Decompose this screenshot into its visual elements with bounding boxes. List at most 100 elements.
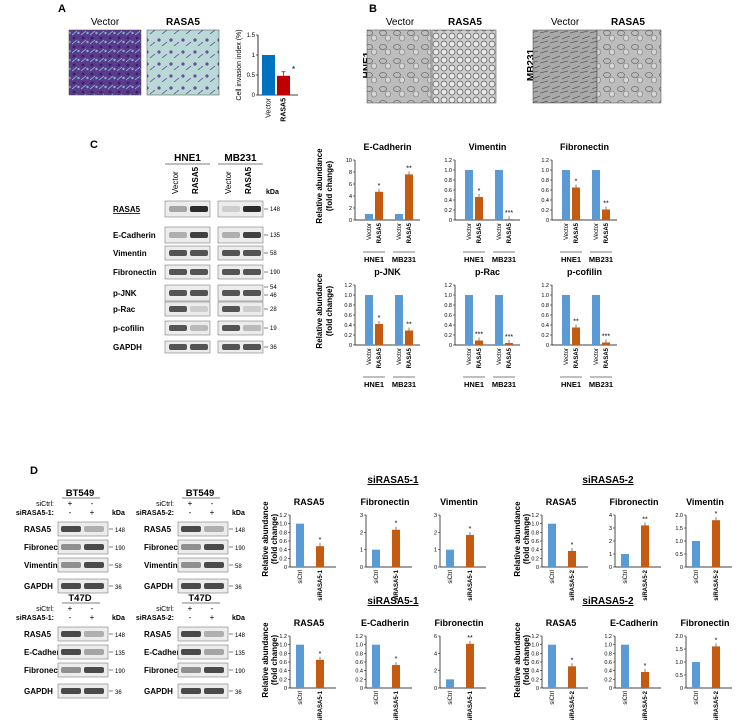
panel-d-blot-kda: 148 [235,528,246,534]
panel-d-bar-sirasa5 [641,525,649,567]
panel-d-bar-label: siCtrl [374,691,380,705]
panel-d-blot-row-label: GAPDH [24,582,53,591]
panel-d-y-tick-label: 1.2 [355,634,363,640]
panel-d-blot-kda: 135 [235,651,246,657]
panel-d-sig: * [571,657,574,664]
panel-c-chart-title: p-Rac [475,267,500,277]
panel-a-x-label: Vector [266,97,273,118]
panel-d-blot-band [181,583,201,589]
panel-c-bar-vector [365,295,373,345]
panel-c-y-tick-label: 1.0 [444,293,452,299]
panel-d-blot-band [84,667,104,673]
panel-c-y-tick-label: 0.4 [541,323,549,329]
panel-d-blot-band [61,544,81,550]
panel-c-sig: * [478,188,481,195]
panel-d-blot-strip [177,539,229,555]
panel-d-y-tick-label: 0.2 [531,677,539,683]
panel-d-y-tick-label: 0.2 [355,677,363,683]
panel-d-chart-title: E-Cadherin [361,618,409,628]
panel-c-bar-label: RASA5 [377,222,383,243]
panel-c-blot-row-label: E-Cadherin [113,231,156,240]
panel-c-blot-band [243,325,261,331]
panel-c-bar-label: Vector [564,223,570,240]
panel-d-group-title: siRASA5-1 [367,475,419,486]
panel-c-bar-rasa5 [505,343,513,345]
panel-d-blot-kda: 36 [115,690,122,696]
panel-c-blot-kda: 190 [270,270,281,276]
panel-c-bar-rasa5 [602,342,610,345]
panel-c-bar-vector [495,170,503,220]
panel-c-y-tick-label: 0.8 [444,178,452,184]
panel-c-y-tick-label: 0 [349,343,352,349]
panel-a-invasion-image-rasa5 [146,29,220,96]
panel-c-bar-vector [592,295,600,345]
panel-c-bar-label: Vector [397,348,403,365]
panel-c-blot-strip [217,245,264,261]
panel-d-y-tick-label: 0 [284,686,287,692]
panel-d-blot-sign: - [91,604,94,613]
panel-d-y-tick-label: 0 [680,565,683,571]
panel-d-y-tick-label: 1 [360,548,363,554]
panel-d-blot-kda: 190 [235,546,246,552]
panel-c-y-tick-label: 0.6 [344,313,352,319]
panel-d-y-tick-label: 0.2 [279,677,287,683]
panel-c-y-tick-label: 0 [349,218,352,224]
panel-d-bar-label: siRASA5-1 [394,690,400,720]
panel-d-blot-band [181,544,201,550]
panel-d-bar-sirasa5 [568,666,576,688]
panel-c-group-label: HNE1 [364,380,384,389]
panel-c-blot-strip [217,200,264,218]
panel-d-y-tick-label: 0.4 [531,548,539,554]
panel-d-y-tick-label: 1.2 [604,634,612,640]
panel-d-blot-strip [57,662,109,678]
panel-d-bar-label: siRASA5-2 [643,569,649,600]
panel-c-blot-band [169,306,187,312]
panel-c-blot-band [222,325,240,331]
panel-c-group-label: MB231 [492,255,516,264]
panel-c-blot-row-label: p-JNK [113,289,137,298]
panel-c-blot-band [169,344,187,350]
panel-c-chart-title: E-Cadherin [363,142,411,152]
panel-d-y-tick-label: 1.5 [675,526,683,532]
panel-c-sig: *** [505,210,513,217]
panel-d-chart-title: Fibronectin [610,497,659,507]
panel-c-bar-label: RASA5 [377,347,383,368]
panel-d-blot-sign: - [189,613,192,622]
panel-c-bar-label: Vector [497,223,503,240]
panel-d-bar-sirasa5 [712,646,720,688]
panel-d-bar-label: siCtrl [623,570,629,584]
panel-d-blot-condition: siCtrl: [36,501,54,508]
panel-c-blot-strip [217,301,264,317]
panel-c-y-tick-label: 0.4 [344,323,352,329]
panel-d-blot-strip [177,683,229,699]
panel-d-blot-band [84,649,104,655]
panel-c-y-tick-label: 1.2 [444,158,452,164]
panel-d-blot-strip [177,644,229,660]
panel-c-blot-row-label: Vimentin [113,249,147,258]
panel-d-y-tick-label: 1.0 [531,522,539,528]
panel-c-y-tick-label: 10 [346,158,352,164]
panel-c-bar-rasa5 [572,327,580,345]
panel-d-blot-strip [57,539,109,555]
panel-d-y-tick-label: 1 [609,552,612,558]
panel-d-blot-row-label: Vimentin [144,561,178,570]
panel-c-y-tick-label: 1.2 [444,283,452,289]
panel-d-blot-kda-header: kDa [112,615,125,622]
panel-c-blot-band [190,344,208,350]
panel-c-y-tick-label: 1.2 [541,158,549,164]
panel-c-bar-vector [562,170,570,220]
panel-d-blot-sign: + [188,604,193,613]
panel-c-y-tick-label: 0.8 [541,178,549,184]
panel-d-bar-label: siRASA5-1 [318,569,324,600]
panel-c-y-tick-label: 0.6 [541,188,549,194]
panel-d-blot-band [204,562,224,568]
panel-d-y-tick-label: 2 [609,539,612,545]
panel-d-blot-sign: + [90,508,95,517]
panel-d-y-tick-label: 3 [434,513,437,519]
panel-c-bar-rasa5 [572,187,580,220]
panel-c-bar-rasa5 [405,174,413,220]
panel-d-blot-condition: siRASA5-2: [136,615,174,622]
panel-d-y-tick-label: 1.0 [279,522,287,528]
panel-d-sig: ** [642,516,648,523]
panel-c-y-tick-label: 0 [449,218,452,224]
